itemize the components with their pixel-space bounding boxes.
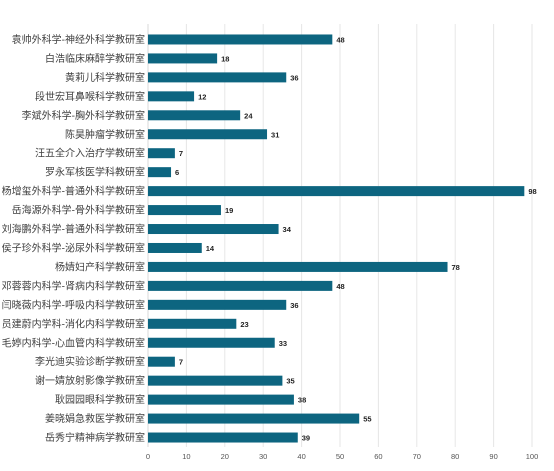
x-tick-label: 0 (146, 452, 150, 461)
category-label: 李光迪实验诊断学教研室 (35, 355, 145, 368)
bar-value-label: 12 (198, 92, 206, 101)
bar-value-label: 34 (283, 225, 292, 234)
bar (148, 224, 279, 235)
bar-value-label: 19 (225, 206, 233, 215)
bar (148, 318, 237, 329)
bar-value-label: 24 (244, 111, 253, 120)
bar (148, 432, 298, 443)
category-label: 岳海源外科学-骨外科学教研室 (12, 204, 145, 217)
category-label: 邓蓉蓉内科学-肾病内科学教研室 (2, 279, 145, 292)
bar (148, 242, 202, 253)
category-label: 汪五全介入治疗学教研室 (35, 147, 145, 160)
bar-value-label: 36 (290, 301, 298, 310)
bar-value-label: 35 (286, 377, 294, 386)
bar-value-label: 33 (279, 339, 287, 348)
bar (148, 261, 448, 272)
bar (148, 129, 268, 140)
bar (148, 53, 218, 64)
category-label: 姜晓娟急救医学教研室 (45, 412, 145, 425)
x-tick-label: 20 (221, 452, 229, 461)
bar-value-label: 23 (240, 320, 248, 329)
bar (148, 299, 287, 310)
bar (148, 375, 283, 386)
category-label: 毛婷内科学-心血管内科学教研室 (2, 336, 145, 349)
bar-value-label: 31 (271, 130, 279, 139)
x-tick-label: 30 (259, 452, 267, 461)
category-label: 闫晓薇内科学-呼吸内科学教研室 (2, 298, 145, 311)
category-label: 侯子珍外科学-泌尿外科学教研室 (2, 241, 145, 254)
bar-value-label: 7 (179, 149, 183, 158)
bar (148, 72, 287, 83)
category-label: 白浩临床麻醉学教研室 (45, 52, 145, 65)
bar-value-label: 78 (452, 263, 460, 272)
category-label: 杨婧妇产科学教研室 (55, 260, 145, 273)
bar-value-label: 18 (221, 54, 229, 63)
x-tick-label: 50 (336, 452, 344, 461)
bar-value-label: 36 (290, 73, 298, 82)
bar (148, 110, 241, 121)
bar (148, 34, 333, 45)
bar (148, 280, 333, 291)
category-label: 段世宏耳鼻喉科学教研室 (35, 90, 145, 103)
bar (148, 394, 294, 405)
bar-value-label: 48 (336, 35, 344, 44)
x-tick-label: 80 (451, 452, 459, 461)
bar-value-label: 98 (528, 187, 536, 196)
bar (148, 356, 175, 367)
x-axis-ticks: 0 10 20 30 40 50 60 70 80 90 100 (146, 452, 538, 461)
x-tick-label: 40 (297, 452, 305, 461)
category-label: 黄莉儿科学教研室 (65, 71, 145, 84)
category-label: 岳秀宁精神病学教研室 (45, 431, 145, 444)
bar-value-label: 38 (298, 396, 306, 405)
category-label: 袁帅外科学-神经外科学教研室 (12, 33, 145, 46)
bar-value-label: 55 (363, 415, 371, 424)
category-label: 耿园园眼科学教研室 (55, 393, 145, 406)
bar-value-label: 48 (336, 282, 344, 291)
bar-value-label: 14 (206, 244, 215, 253)
category-label: 陈昊肿瘤学教研室 (65, 128, 145, 141)
value-labels: 48 18 36 12 24 31 7 6 98 19 34 14 78 48 36 23 33 7 35 38 55 3… (175, 35, 537, 442)
bar (148, 413, 360, 424)
category-label: 杨增玺外科学-普通外科学教研室 (2, 185, 145, 198)
bar (148, 167, 172, 178)
bars (148, 34, 525, 443)
bar (148, 337, 275, 348)
category-label: 员建蔚内学科-消化内科学教研室 (2, 317, 145, 330)
category-label: 李斌外科学-胸外科学教研室 (22, 109, 145, 122)
bar-value-label: 39 (302, 434, 310, 443)
bar (148, 205, 221, 216)
x-tick-label: 60 (374, 452, 382, 461)
x-tick-label: 70 (413, 452, 421, 461)
bar-value-label: 6 (175, 168, 179, 177)
x-tick-label: 10 (182, 452, 190, 461)
category-labels: 袁帅外科学-神经外科学教研室白浩临床麻醉学教研室黄莉儿科学教研室段世宏耳鼻喉科学… (2, 33, 145, 444)
bar (148, 148, 175, 159)
category-label: 刘海鹏外科学-普通外科学教研室 (2, 223, 145, 236)
category-label: 罗永军核医学科教研室 (45, 166, 145, 179)
x-tick-label: 90 (489, 452, 497, 461)
x-tick-label: 100 (526, 452, 539, 461)
bar-value-label: 7 (179, 358, 183, 367)
bar (148, 186, 525, 197)
category-label: 谢一婧放射影像学教研室 (35, 374, 145, 387)
bar (148, 91, 195, 102)
